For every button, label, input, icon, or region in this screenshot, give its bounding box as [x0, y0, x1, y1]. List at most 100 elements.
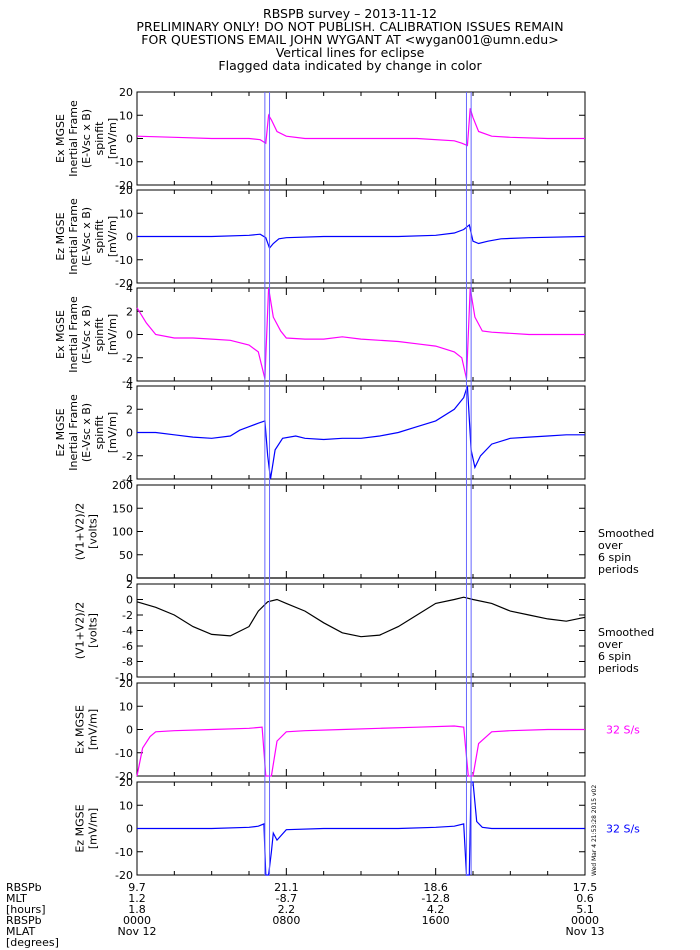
smoothing-annotation: over: [598, 638, 623, 651]
y-axis-label: [mV/m]: [87, 709, 100, 750]
y-axis-label: Ex MGSE: [54, 114, 67, 163]
x-axis-tick-label: 9.7: [128, 881, 146, 894]
x-axis-tick-label: 4.2: [427, 903, 445, 916]
y-tick-label: 150: [112, 502, 133, 515]
y-tick-label: 50: [119, 549, 133, 562]
y-tick-label: 20: [119, 677, 133, 690]
y-tick-label: 10: [119, 799, 133, 812]
y-tick-label: 0: [126, 427, 133, 440]
data-series-line: [137, 223, 586, 250]
data-series-line: [137, 385, 585, 480]
y-tick-label: 10: [119, 700, 133, 713]
y-axis-label: (V1+V2)/2: [74, 602, 87, 660]
data-series-line: [136, 596, 586, 638]
smoothing-annotation: Smoothed: [598, 626, 654, 639]
panel-4: -4 -2 0 2 4 Ez MGSE Inertial Frame (E-Vsc x B) s…: [54, 380, 586, 486]
x-axis-tick-label: 17.5: [573, 881, 598, 894]
y-tick-label: 2: [126, 305, 133, 318]
y-tick-label: 4: [126, 380, 133, 393]
y-axis-label: spinfit: [93, 317, 106, 352]
y-tick-label: -6: [122, 640, 133, 653]
sample-rate-annotation: 32 S/s: [606, 823, 640, 836]
y-axis-label: Ez MGSE: [54, 212, 67, 260]
y-axis-label: [mV/m]: [106, 412, 119, 453]
x-axis-tick-label: 1.2: [128, 892, 146, 905]
y-tick-label: 0: [126, 231, 133, 244]
data-series-line: [137, 781, 585, 876]
x-axis-tick-label: 21.1: [274, 881, 299, 894]
y-tick-label: -4: [122, 375, 133, 388]
panel-7: -20 -10 0 10 20 Ex MGSE [mV/m] 32 S/s: [74, 677, 641, 783]
data-series-line: [136, 725, 585, 777]
y-tick-label: 20: [119, 86, 133, 99]
y-axis-label: [mV/m]: [106, 314, 119, 355]
panel-frame: [136, 484, 586, 579]
y-tick-label: 0: [126, 724, 133, 737]
y-axis-label: Ez MGSE: [54, 408, 67, 456]
y-axis-label: Inertial Frame: [67, 394, 80, 471]
y-axis-label: Inertial Frame: [67, 198, 80, 275]
smoothing-annotation: over: [598, 539, 623, 552]
y-tick-label: -10: [115, 747, 133, 760]
panel-frame: [136, 287, 586, 382]
y-tick-label: -10: [115, 156, 133, 169]
y-axis-label: [mV/m]: [106, 118, 119, 159]
y-tick-label: 0: [126, 594, 133, 607]
y-tick-label: 0: [126, 133, 133, 146]
y-tick-label: -20: [115, 179, 133, 192]
version-stamp: Wed Mar 4 21:53:28 2015 v02: [591, 785, 598, 876]
smoothing-annotation: Smoothed: [598, 527, 654, 540]
y-tick-label: -4: [122, 473, 133, 486]
panel-8: -20 -10 0 10 20 Ez MGSE [mV/m] 32 S/s: [74, 776, 641, 882]
y-axis-label: Inertial Frame: [67, 100, 80, 177]
x-axis-tick-label: Nov 13: [566, 925, 605, 938]
x-axis-tick-label: -12.8: [421, 892, 449, 905]
x-axis-tick-label: 0000: [571, 914, 599, 927]
smoothing-annotation: 6 spin: [598, 650, 631, 663]
y-axis-label: [volts]: [87, 613, 100, 648]
panel-frame: [136, 385, 586, 480]
x-axis-tick-label: 0.6: [576, 892, 594, 905]
y-axis-label: spinfit: [93, 121, 106, 156]
x-axis-row-label: RBSPb: [6, 914, 42, 927]
title-line-5: Flagged data indicated by change in colo…: [218, 58, 482, 73]
x-axis-tick-label: 1600: [422, 914, 450, 927]
panel-3: -4 -2 0 2 4 Ex MGSE Inertial Frame (E-Vsc x B) s…: [54, 282, 586, 388]
y-tick-label: 10: [119, 109, 133, 122]
y-axis-label: [volts]: [87, 514, 100, 549]
y-tick-label: 100: [112, 526, 133, 539]
x-axis-row-label: MLT: [6, 892, 27, 905]
y-tick-label: -20: [115, 770, 133, 783]
y-tick-label: -10: [115, 846, 133, 859]
title-line-1: RBSPB survey – 2013-11-12: [263, 6, 437, 21]
y-axis-label: spinfit: [93, 219, 106, 254]
y-tick-label: 20: [119, 776, 133, 789]
y-tick-label: -2: [122, 609, 133, 622]
y-axis-label: [mV/m]: [106, 216, 119, 257]
x-axis-row-label: [degrees]: [6, 936, 59, 949]
title-line-4: Vertical lines for eclipse: [275, 45, 425, 60]
y-axis-label: (E-Vsc x B): [80, 207, 93, 266]
y-axis-label: Ex MGSE: [54, 310, 67, 359]
y-tick-label: 2: [126, 578, 133, 591]
y-axis-label: [mV/m]: [87, 808, 100, 849]
y-tick-label: -2: [122, 450, 133, 463]
panel-1: -20 -10 0 10 20 Ex MGSE Inertial Frame (E-Vsc x…: [54, 86, 586, 192]
data-series-line: [136, 108, 585, 147]
smoothing-annotation: periods: [598, 662, 639, 675]
panel-6: -10 -8 -6 -4 -2 0 2 (V1+V2)/2 [volts] Smoothedove…: [74, 578, 655, 684]
y-tick-label: -2: [122, 352, 133, 365]
panel-5: 0 50 100 150 200 (V1+V2)/2 [volts] Smoothedover…: [74, 479, 655, 585]
x-axis-tick-label: 2.2: [278, 903, 296, 916]
x-axis-tick-label: 18.6: [423, 881, 448, 894]
y-tick-label: 10: [119, 207, 133, 220]
y-axis-label: (E-Vsc x B): [80, 109, 93, 168]
y-tick-label: 200: [112, 479, 133, 492]
x-axis-tick-label: 5.1: [576, 903, 594, 916]
y-tick-label: 0: [126, 572, 133, 585]
x-axis-tick-label: 0800: [272, 914, 300, 927]
x-axis-row-label: [hours]: [6, 903, 46, 916]
y-tick-label: 20: [119, 184, 133, 197]
y-axis-label: spinfit: [93, 415, 106, 450]
